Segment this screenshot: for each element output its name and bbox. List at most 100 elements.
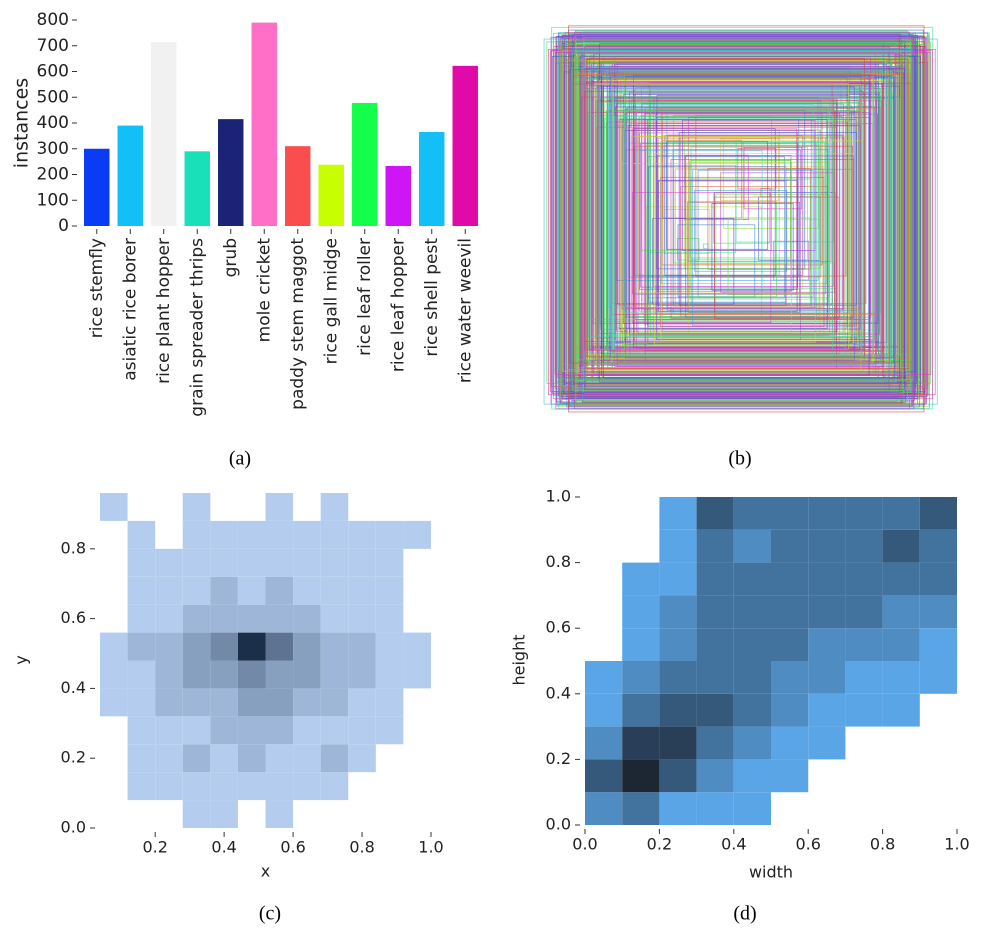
box-outline xyxy=(648,166,787,303)
y-tick-label: 0.8 xyxy=(61,538,86,557)
hist-cell xyxy=(659,595,697,629)
hist-cell xyxy=(182,744,211,773)
hist-cell xyxy=(585,595,622,628)
box-outline xyxy=(727,217,811,296)
hist-cell xyxy=(585,563,622,596)
hist-cell xyxy=(127,548,156,577)
hist-cell xyxy=(320,548,349,577)
hist-cell xyxy=(622,792,660,825)
box-outline xyxy=(596,84,862,372)
hist-cell xyxy=(919,562,957,596)
hist-cell xyxy=(733,726,771,760)
hist-cell xyxy=(919,595,957,629)
y-tick-label: 0.8 xyxy=(546,552,571,571)
box-outline xyxy=(613,98,901,356)
hist-cell xyxy=(696,562,734,596)
bar xyxy=(419,132,445,226)
bar xyxy=(352,102,378,226)
hist-cell xyxy=(128,493,156,521)
box-outline xyxy=(687,201,777,298)
hist-cell xyxy=(696,693,734,727)
hist-cell xyxy=(320,688,349,717)
hist-cell xyxy=(403,772,431,800)
hist-cell xyxy=(808,661,846,694)
hist-cell xyxy=(210,716,238,745)
hist-cell xyxy=(348,493,376,521)
hist-cell xyxy=(919,497,957,530)
hist-cell xyxy=(182,688,211,717)
hist-cell xyxy=(100,772,128,800)
hist-cell xyxy=(375,576,404,605)
hist-cell xyxy=(585,792,623,825)
hist-cell xyxy=(882,497,920,530)
bar xyxy=(251,22,277,227)
hist-cell xyxy=(210,520,238,549)
hist-cell xyxy=(128,800,156,828)
hist-cell xyxy=(808,529,846,563)
hist-cell xyxy=(100,549,128,577)
hist-cell xyxy=(376,744,404,772)
hist-cell xyxy=(808,759,845,792)
hist-cell xyxy=(845,792,882,825)
hist-cell xyxy=(348,716,376,745)
hist-cell xyxy=(127,772,156,801)
y-tick-label: 0.6 xyxy=(546,618,571,637)
hist-cell xyxy=(375,604,404,633)
hist-cell xyxy=(237,688,266,717)
hist-cell xyxy=(320,744,349,773)
hist-cell xyxy=(376,800,404,828)
hist-cell xyxy=(237,716,266,745)
hist-cell xyxy=(155,604,183,633)
hist-cell xyxy=(659,693,697,727)
hist-cell xyxy=(771,693,809,727)
hist-cell xyxy=(622,726,660,760)
hist-cell xyxy=(920,727,957,760)
hist-cell xyxy=(696,529,734,563)
hist-cell xyxy=(622,595,660,629)
hist-cell xyxy=(771,792,808,825)
box-outline xyxy=(682,119,816,251)
box-outline xyxy=(581,96,877,366)
x-tick-label: rice gall midge xyxy=(321,238,341,364)
panel-caption: (c) xyxy=(259,903,281,925)
box-outline xyxy=(661,135,845,333)
hist-cell xyxy=(127,744,156,773)
box-outline xyxy=(628,124,861,330)
hist-cell xyxy=(659,497,697,530)
box-outline xyxy=(689,160,791,259)
hist-cell xyxy=(696,628,734,661)
hist-cell xyxy=(585,693,623,727)
hist-cell xyxy=(733,595,771,629)
hist-cell xyxy=(585,530,622,563)
hist-cell xyxy=(237,660,266,689)
hist-cell xyxy=(403,549,431,577)
hist-cell xyxy=(265,604,294,633)
hist-cell xyxy=(403,605,431,633)
hist-cell xyxy=(293,716,321,745)
hist-cell xyxy=(293,800,321,828)
x-tick-label: 0.4 xyxy=(721,835,746,854)
hist-cell xyxy=(265,548,294,577)
box-outline xyxy=(645,206,763,318)
hist-cell xyxy=(659,726,697,760)
box-outline xyxy=(684,154,749,221)
hist-cell xyxy=(155,521,183,549)
bar xyxy=(184,151,210,226)
hist-cell xyxy=(321,800,349,828)
hist-cell xyxy=(127,688,156,717)
hist-cell xyxy=(771,562,809,596)
hist-cell xyxy=(696,595,734,629)
hist-cell xyxy=(845,562,883,596)
hist-cell xyxy=(182,520,211,549)
hist-cell xyxy=(320,772,349,801)
hist-cell xyxy=(320,660,349,689)
hist-cell xyxy=(808,628,846,661)
hist-cell xyxy=(100,800,128,828)
hist-cell xyxy=(845,595,883,629)
hist-cell xyxy=(808,693,846,727)
hist-cell xyxy=(845,759,882,792)
hist-cell xyxy=(733,562,771,596)
hist-cell xyxy=(771,628,809,661)
box-outline xyxy=(574,73,899,370)
hist-cell xyxy=(845,529,883,563)
